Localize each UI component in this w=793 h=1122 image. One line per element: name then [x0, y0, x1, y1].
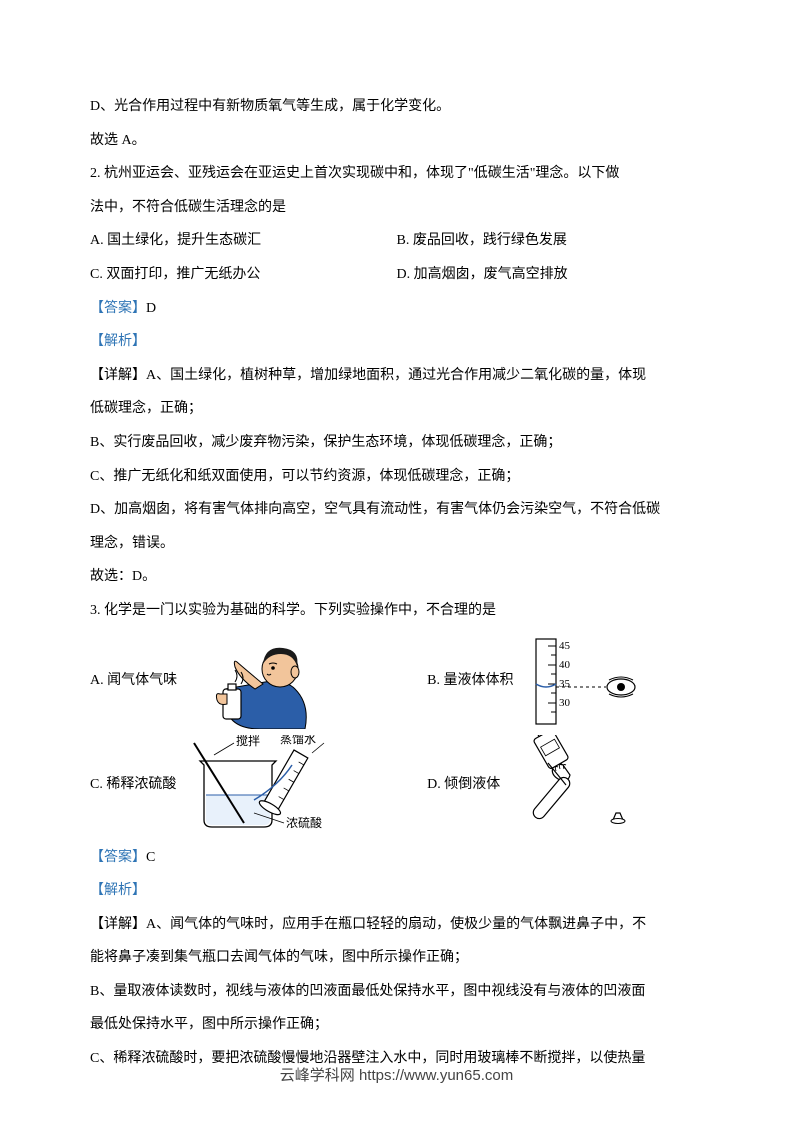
option-b: B. 废品回收，践行绿色发展 — [397, 224, 704, 258]
option-d: D. 倾倒液体 — [427, 768, 500, 802]
explain-text: 能将鼻子凑到集气瓶口去闻气体的气味，图中所示操作正确； — [90, 941, 703, 975]
acid-label: 浓硫酸 — [286, 815, 322, 830]
analysis-label: 【解析】 — [90, 325, 703, 359]
option-c: C. 双面打印，推广无纸办公 — [90, 258, 397, 292]
explain-text: 【详解】A、国土绿化，植树种草，增加绿地面积，通过光合作用减少二氧化碳的量，体现 — [90, 359, 703, 393]
answer-label: 【答案】 — [90, 301, 146, 316]
water-label: 蒸馏水 — [280, 735, 316, 746]
analysis-label: 【解析】 — [90, 874, 703, 908]
option-c: C. 稀释浓硫酸 — [90, 768, 176, 802]
answer-value: C — [146, 850, 155, 865]
answer-line: 【答案】C — [90, 841, 703, 875]
option-b: B. 量液体体积 — [427, 664, 513, 698]
scale-label: 30 — [559, 697, 571, 709]
question-stem: 法中，不符合低碳生活理念的是 — [90, 191, 703, 225]
option-row: A. 闻气体气味 — [90, 634, 703, 729]
explain-text: B、实行废品回收，减少废弃物污染，保护生态环境，体现低碳理念，正确； — [90, 426, 703, 460]
option-a: A. 闻气体气味 — [90, 664, 177, 698]
explain-text: 理念，错误。 — [90, 527, 703, 561]
explain-text: B、量取液体读数时，视线与液体的凹液面最低处保持水平，图中视线没有与液体的凹液面 — [90, 975, 703, 1009]
page-footer: 云峰学科网 https://www.yun65.com — [0, 1058, 793, 1094]
scale-label: 45 — [559, 640, 571, 652]
option-row: A. 国土绿化，提升生态碳汇 B. 废品回收，践行绿色发展 — [90, 224, 703, 258]
explain-text: D、加高烟囱，将有害气体排向高空，空气具有流动性，有害气体仍会污染空气，不符合低… — [90, 493, 703, 527]
scale-label: 35 — [559, 678, 571, 690]
explain-text: 【详解】A、闻气体的气味时，应用手在瓶口轻轻的扇动，使极少量的气体飘进鼻子中，不 — [90, 908, 703, 942]
body-text: 故选 A。 — [90, 124, 703, 158]
answer-label: 【答案】 — [90, 850, 146, 865]
stir-label: 搅拌 — [236, 735, 260, 748]
option-row: C. 双面打印，推广无纸办公 D. 加高烟囱，废气高空排放 — [90, 258, 703, 292]
explain-text: 故选：D。 — [90, 560, 703, 594]
option-d: D. 加高烟囱，废气高空排放 — [397, 258, 704, 292]
question-stem: 2. 杭州亚运会、亚残运会在亚运史上首次实现碳中和，体现了"低碳生活"理念。以下… — [90, 157, 703, 191]
option-row: C. 稀释浓硫酸 — [90, 735, 703, 835]
answer-line: 【答案】D — [90, 292, 703, 326]
explain-text: C、推广无纸化和纸双面使用，可以节约资源，体现低碳理念，正确； — [90, 460, 703, 494]
explain-text: 低碳理念，正确； — [90, 392, 703, 426]
question-stem: 3. 化学是一门以实验为基础的科学。下列实验操作中，不合理的是 — [90, 594, 703, 628]
option-a: A. 国土绿化，提升生态碳汇 — [90, 224, 397, 258]
body-text: D、光合作用过程中有新物质氧气等生成，属于化学变化。 — [90, 90, 703, 124]
answer-value: D — [146, 301, 156, 316]
scale-label: 40 — [559, 659, 571, 671]
illustration-measure-volume: 45 40 35 30 — [521, 634, 641, 729]
illustration-smell-gas — [185, 634, 315, 729]
illustration-pour-liquid — [508, 735, 638, 835]
explain-text: 最低处保持水平，图中所示操作正确； — [90, 1008, 703, 1042]
illustration-dilute-acid: 搅拌 蒸馏水 浓硫酸 — [184, 735, 374, 835]
